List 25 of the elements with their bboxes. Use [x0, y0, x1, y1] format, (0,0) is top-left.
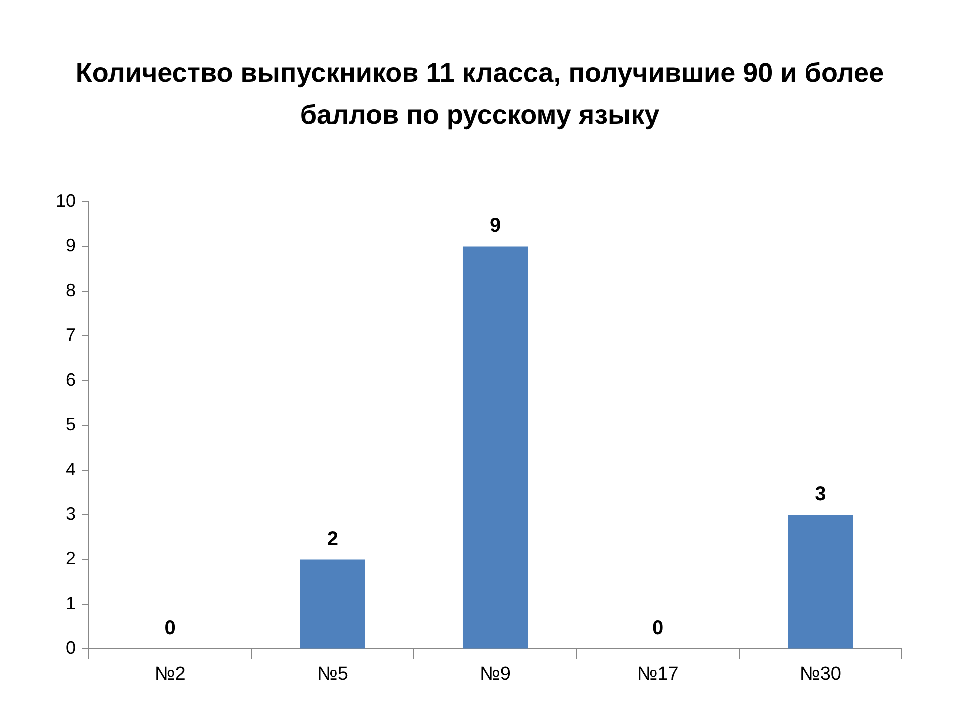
y-tick-label: 3: [66, 504, 76, 524]
data-label: 9: [490, 215, 502, 238]
data-label: 2: [327, 528, 338, 550]
x-tick-label: №2: [154, 664, 186, 685]
data-label: 3: [815, 484, 826, 506]
y-tick-label: 1: [66, 593, 76, 614]
y-tick-label: 10: [56, 190, 76, 211]
y-tick-label: 4: [66, 459, 76, 480]
x-tick-label: №9: [480, 664, 511, 685]
y-tick-label: 0: [66, 638, 76, 658]
data-label: 0: [164, 618, 176, 640]
y-tick-label: 2: [66, 548, 76, 569]
bar: [788, 515, 854, 649]
y-tick-label: 8: [66, 280, 76, 300]
data-label: 0: [652, 618, 664, 640]
x-tick-label: №17: [637, 664, 679, 685]
y-tick-label: 7: [66, 325, 76, 346]
x-tick-label: №30: [800, 664, 842, 685]
y-tick-label: 5: [66, 414, 76, 435]
bar: [300, 560, 366, 649]
bar: [462, 246, 528, 649]
x-tick-label: №5: [317, 664, 348, 685]
y-tick-label: 6: [66, 370, 76, 390]
chart-title: Количество выпускников 11 класса, получившие 90 и более баллов по русскому языку: [74, 57, 886, 132]
y-tick-label: 9: [66, 236, 76, 256]
